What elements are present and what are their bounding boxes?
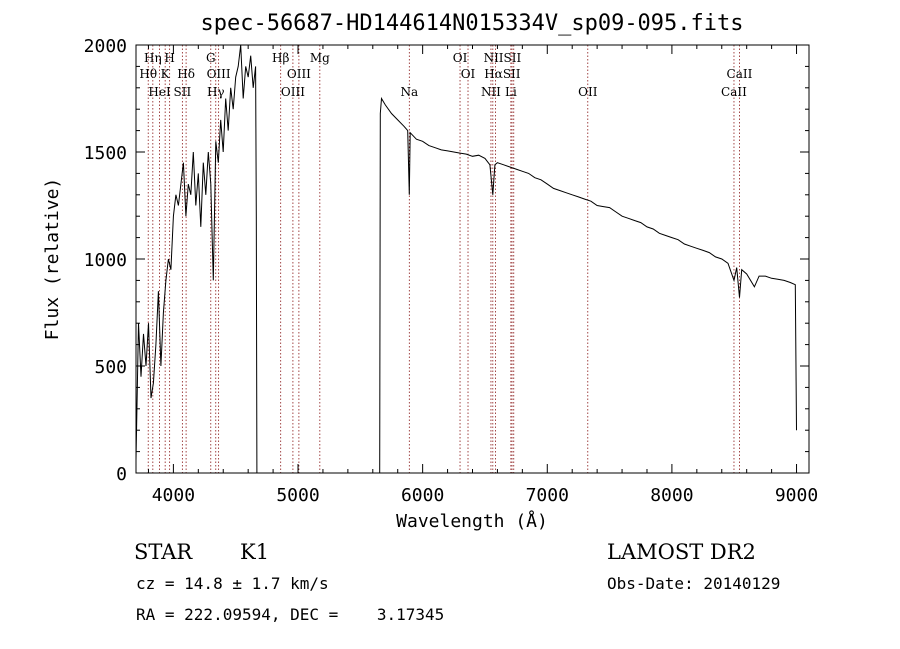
redshift-value: cz = 14.8 ± 1.7 km/s bbox=[136, 574, 329, 593]
line-label: NIISII bbox=[484, 51, 522, 65]
line-label: OI bbox=[461, 67, 476, 81]
line-label: OIII bbox=[287, 67, 311, 81]
line-label: Li bbox=[505, 85, 517, 99]
y-tick-label: 500 bbox=[94, 357, 127, 378]
line-label: HeI bbox=[148, 85, 171, 99]
plot-frame bbox=[135, 44, 810, 474]
x-tick-label: 7000 bbox=[526, 485, 569, 506]
y-tick-label: 0 bbox=[116, 464, 127, 485]
line-label: CaII bbox=[727, 67, 753, 81]
survey-name: LAMOST DR2 bbox=[607, 540, 756, 564]
line-label: Mg bbox=[310, 51, 330, 65]
x-tick-label: 6000 bbox=[401, 485, 444, 506]
y-axis-ticks: 0 500 1000 1500 2000 bbox=[84, 36, 809, 485]
line-label: OII bbox=[578, 85, 598, 99]
x-tick-label: 8000 bbox=[650, 485, 693, 506]
line-label: K bbox=[161, 67, 171, 81]
y-axis-label: Flux (relative) bbox=[42, 178, 63, 341]
object-subclass: K1 bbox=[240, 540, 269, 564]
x-tick-label: 5000 bbox=[276, 485, 319, 506]
line-label: OI bbox=[453, 51, 468, 65]
coordinates: RA = 222.09594, DEC = 3.17345 bbox=[136, 605, 444, 624]
x-axis-label: Wavelength (Å) bbox=[396, 510, 548, 532]
line-label: NII bbox=[481, 85, 501, 99]
line-label: Hθ bbox=[139, 67, 157, 81]
line-label: OIII bbox=[207, 67, 231, 81]
emission-line-markers bbox=[147, 45, 740, 473]
line-label: H bbox=[164, 51, 174, 65]
x-tick-label: 4000 bbox=[152, 485, 195, 506]
line-label: G bbox=[206, 51, 216, 65]
line-label: HαSII bbox=[484, 67, 521, 81]
line-label: Hη bbox=[144, 51, 162, 65]
line-label: Hβ bbox=[272, 51, 289, 65]
object-class: STAR bbox=[134, 540, 193, 564]
line-label: CaII bbox=[721, 85, 747, 99]
chart-title: spec-56687-HD144614N015334V_sp09-095.fit… bbox=[200, 11, 743, 36]
spectrum-line bbox=[135, 44, 797, 474]
line-label: Hγ bbox=[207, 85, 225, 99]
y-tick-label: 1000 bbox=[84, 250, 127, 271]
y-tick-label: 2000 bbox=[84, 36, 127, 57]
line-label: OIII bbox=[281, 85, 305, 99]
observation-date: Obs-Date: 20140129 bbox=[607, 574, 780, 593]
line-label: Na bbox=[400, 85, 418, 99]
line-label: Hδ bbox=[177, 67, 195, 81]
y-tick-label: 1500 bbox=[84, 143, 127, 164]
line-label: SII bbox=[174, 85, 192, 99]
x-tick-label: 9000 bbox=[775, 485, 818, 506]
x-axis-ticks: 4000 5000 6000 7000 8000 9000 bbox=[147, 45, 818, 506]
